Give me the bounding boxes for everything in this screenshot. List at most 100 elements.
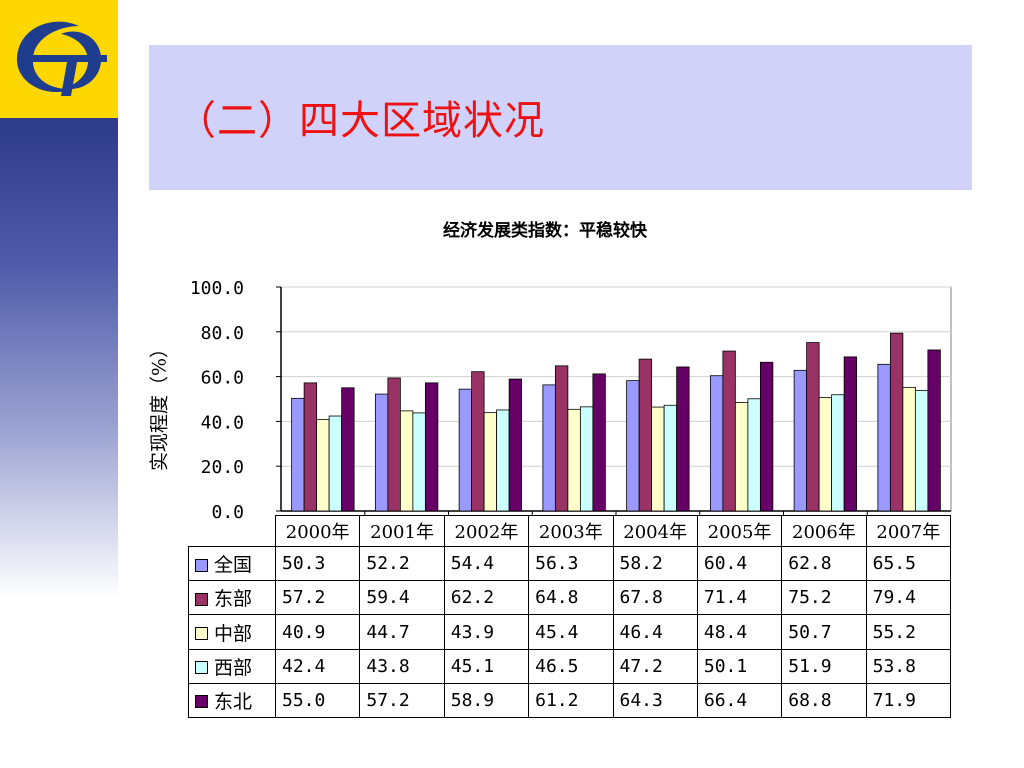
legend-label: 全国: [214, 554, 253, 577]
data-label: 42.4: [274, 648, 361, 684]
bar: [316, 418, 330, 512]
legend-swatch: [195, 695, 208, 709]
data-label: 79.4: [865, 580, 952, 616]
data-label: 62.2: [443, 580, 530, 616]
data-label: 54.4: [443, 546, 530, 582]
bar: [818, 397, 833, 512]
bar: [387, 377, 401, 512]
statistics-bureau-logo-icon: [16, 21, 107, 96]
bar: [496, 409, 510, 512]
legend-swatch: [195, 558, 208, 572]
bar: [554, 365, 569, 512]
bar: [831, 394, 845, 512]
data-table: 2000年 2001年 2002年 2003年 2004年 2005年 2006年 2007年…: [188, 514, 952, 719]
table-row: 东部 57.2 59.4 62.2 64.8 67.8 71.4 75.2 79.4: [188, 580, 952, 616]
legend-label: 西部: [214, 656, 253, 679]
legend-swatch: [195, 627, 208, 641]
data-label: 40.9: [274, 614, 361, 650]
table-row: 东北 55.0 57.2 58.9 61.2 64.3 66.4 68.8 71.9: [188, 682, 952, 719]
table-row: 全国 50.3 52.2 54.4 56.3 58.2 60.4 62.8 65.5: [188, 546, 952, 582]
data-label: 45.1: [443, 648, 530, 684]
bar: [458, 388, 473, 512]
data-label: 47.2: [612, 648, 698, 684]
bar: [793, 369, 808, 512]
bar: [579, 406, 594, 512]
bar: [471, 371, 485, 512]
legend-entry: 全国: [188, 546, 276, 582]
data-label: 68.8: [781, 682, 867, 719]
data-label: 48.4: [696, 614, 783, 650]
x-tick-label: 2002年: [443, 514, 530, 548]
legend-entry: 东部: [188, 580, 276, 616]
y-tick-label: 40.0: [201, 412, 244, 433]
data-label: 61.2: [528, 682, 614, 719]
data-label: 50.1: [696, 648, 783, 684]
bar: [399, 410, 414, 512]
slide-title: （二）四大区域状况: [176, 98, 545, 144]
bar: [412, 412, 426, 512]
x-tick-label: 2005年: [696, 514, 783, 548]
data-label: 52.2: [359, 546, 445, 582]
data-label: 55.0: [274, 682, 361, 719]
data-label: 67.8: [612, 580, 698, 616]
x-tick-label: 2001年: [359, 514, 445, 548]
bar: [424, 382, 439, 512]
bar: [542, 384, 556, 512]
data-label: 55.2: [865, 614, 952, 650]
bar: [483, 412, 498, 512]
table-row: 中部 40.9 44.7 43.9 45.4 46.4 48.4 50.7 55.2: [188, 614, 952, 650]
bar: [663, 404, 678, 512]
data-label: 65.5: [865, 546, 952, 582]
bar: [374, 393, 389, 512]
y-tick-label: 80.0: [201, 323, 244, 344]
data-label: 45.4: [528, 614, 614, 650]
data-label: 59.4: [359, 580, 445, 616]
data-label: 64.3: [612, 682, 698, 719]
data-label: 46.5: [528, 648, 614, 684]
data-label: 51.9: [781, 648, 867, 684]
table-row: 西部 42.4 43.8 45.1 46.5 47.2 50.1 51.9 53.8: [188, 648, 952, 684]
bar: [734, 402, 749, 512]
data-label: 50.3: [274, 546, 361, 582]
bar: [592, 373, 606, 512]
table-header-row: 2000年 2001年 2002年 2003年 2004年 2005年 2006年 2007年: [188, 514, 952, 548]
bar: [303, 382, 318, 512]
data-label: 44.7: [359, 614, 445, 650]
bar: [626, 380, 640, 512]
bar: [747, 398, 761, 512]
y-tick-label: 100.0: [190, 278, 244, 299]
data-label: 71.9: [865, 682, 952, 719]
bar: [722, 350, 736, 512]
data-label: 64.8: [528, 580, 614, 616]
legend-label: 中部: [214, 622, 253, 645]
legend-swatch: [195, 592, 208, 606]
legend-label: 东部: [214, 588, 253, 611]
legend-entry: 西部: [188, 648, 276, 684]
data-label: 43.8: [359, 648, 445, 684]
bar: [567, 408, 581, 512]
bar: [651, 406, 665, 512]
bar: [508, 378, 523, 512]
bar: [902, 386, 916, 512]
legend-swatch: [195, 661, 208, 675]
title-bar: [149, 45, 972, 190]
legend-label: 东北: [214, 690, 253, 713]
legend-entry: 中部: [188, 614, 276, 650]
legend-entry: 东北: [188, 682, 276, 719]
x-tick-label: 2007年: [865, 514, 952, 548]
bar: [806, 342, 820, 512]
data-label: 57.2: [274, 580, 361, 616]
y-tick-label: 60.0: [201, 368, 244, 389]
data-label: 53.8: [865, 648, 952, 684]
bar: [843, 356, 858, 512]
data-label: 66.4: [696, 682, 783, 719]
bar: [676, 366, 690, 512]
data-label: 71.4: [696, 580, 783, 616]
y-tick-label: 20.0: [201, 457, 244, 478]
bar: [328, 415, 343, 512]
chart-title: 经济发展类指数：平稳较快: [443, 221, 647, 241]
bar: [709, 375, 724, 512]
data-label: 75.2: [781, 580, 867, 616]
x-tick-label: 2004年: [612, 514, 698, 548]
bar: [877, 363, 891, 512]
